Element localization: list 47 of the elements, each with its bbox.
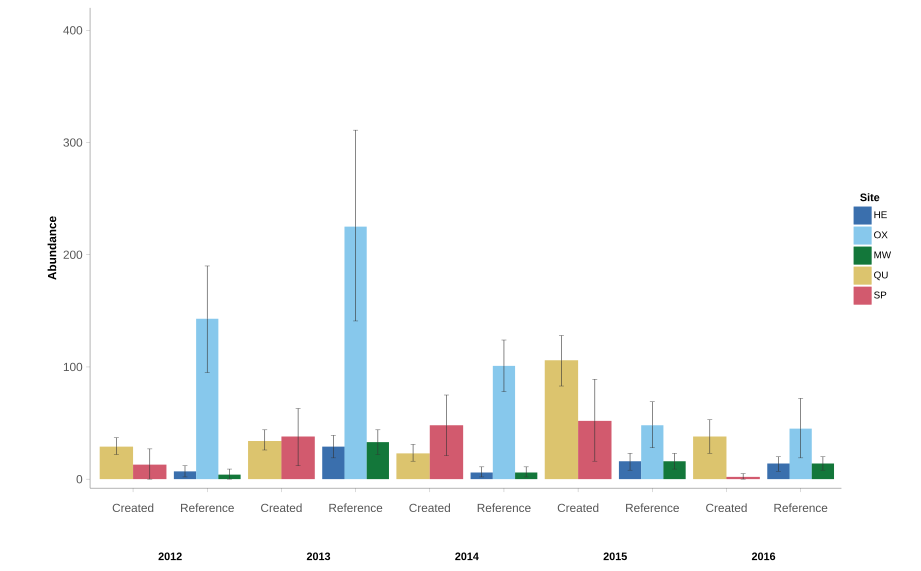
- legend-label: SP: [874, 292, 886, 299]
- bar: [196, 318, 218, 480]
- bar: [663, 461, 686, 480]
- text: 2012: [158, 552, 182, 560]
- legend-label: OX: [874, 232, 888, 239]
- bar: [544, 360, 578, 480]
- x-tick-label: Reference: [774, 504, 828, 512]
- x-tick-label: Created: [409, 504, 450, 512]
- bar: [218, 474, 241, 480]
- legend-label: HE: [874, 212, 887, 218]
- bar: [133, 464, 166, 480]
- bar: [322, 446, 344, 480]
- bar: [248, 441, 282, 480]
- y-axis-title: Abundance: [48, 216, 56, 280]
- legend-title: Site: [860, 193, 880, 202]
- x-tick-label: Created: [706, 504, 747, 512]
- x-tick-label: Reference: [329, 504, 382, 512]
- legend-label: MW: [874, 252, 892, 258]
- bar: [100, 446, 134, 480]
- y-tick-label: 0: [76, 475, 82, 484]
- x-tick-label: Created: [558, 504, 598, 512]
- text: 2015: [604, 552, 627, 560]
- bar: [470, 472, 493, 480]
- x-tick-label: Reference: [626, 504, 679, 512]
- y-tick-label: 100: [64, 362, 82, 372]
- bar: [812, 464, 834, 480]
- bar: [515, 472, 538, 480]
- x-tick-label: Reference: [181, 504, 234, 512]
- text: 2016: [752, 552, 776, 560]
- bar: [344, 226, 367, 480]
- bar: [492, 366, 516, 480]
- text: 2013: [306, 552, 330, 560]
- bar: [618, 461, 642, 480]
- bar: [693, 436, 726, 480]
- bar: [366, 442, 389, 480]
- x-tick-label: Created: [112, 504, 154, 512]
- bar: [174, 471, 196, 480]
- x-tick-label: Reference: [478, 504, 531, 512]
- y-tick-label: 400: [63, 26, 82, 35]
- y-tick-label: 200: [64, 250, 82, 260]
- y-tick-label: 300: [63, 138, 82, 147]
- legend-label: QU: [874, 272, 888, 280]
- bar: [396, 454, 430, 480]
- bar: [767, 464, 790, 480]
- x-tick-label: Created: [261, 504, 302, 512]
- text: 2014: [455, 552, 479, 560]
- bar: [641, 425, 664, 480]
